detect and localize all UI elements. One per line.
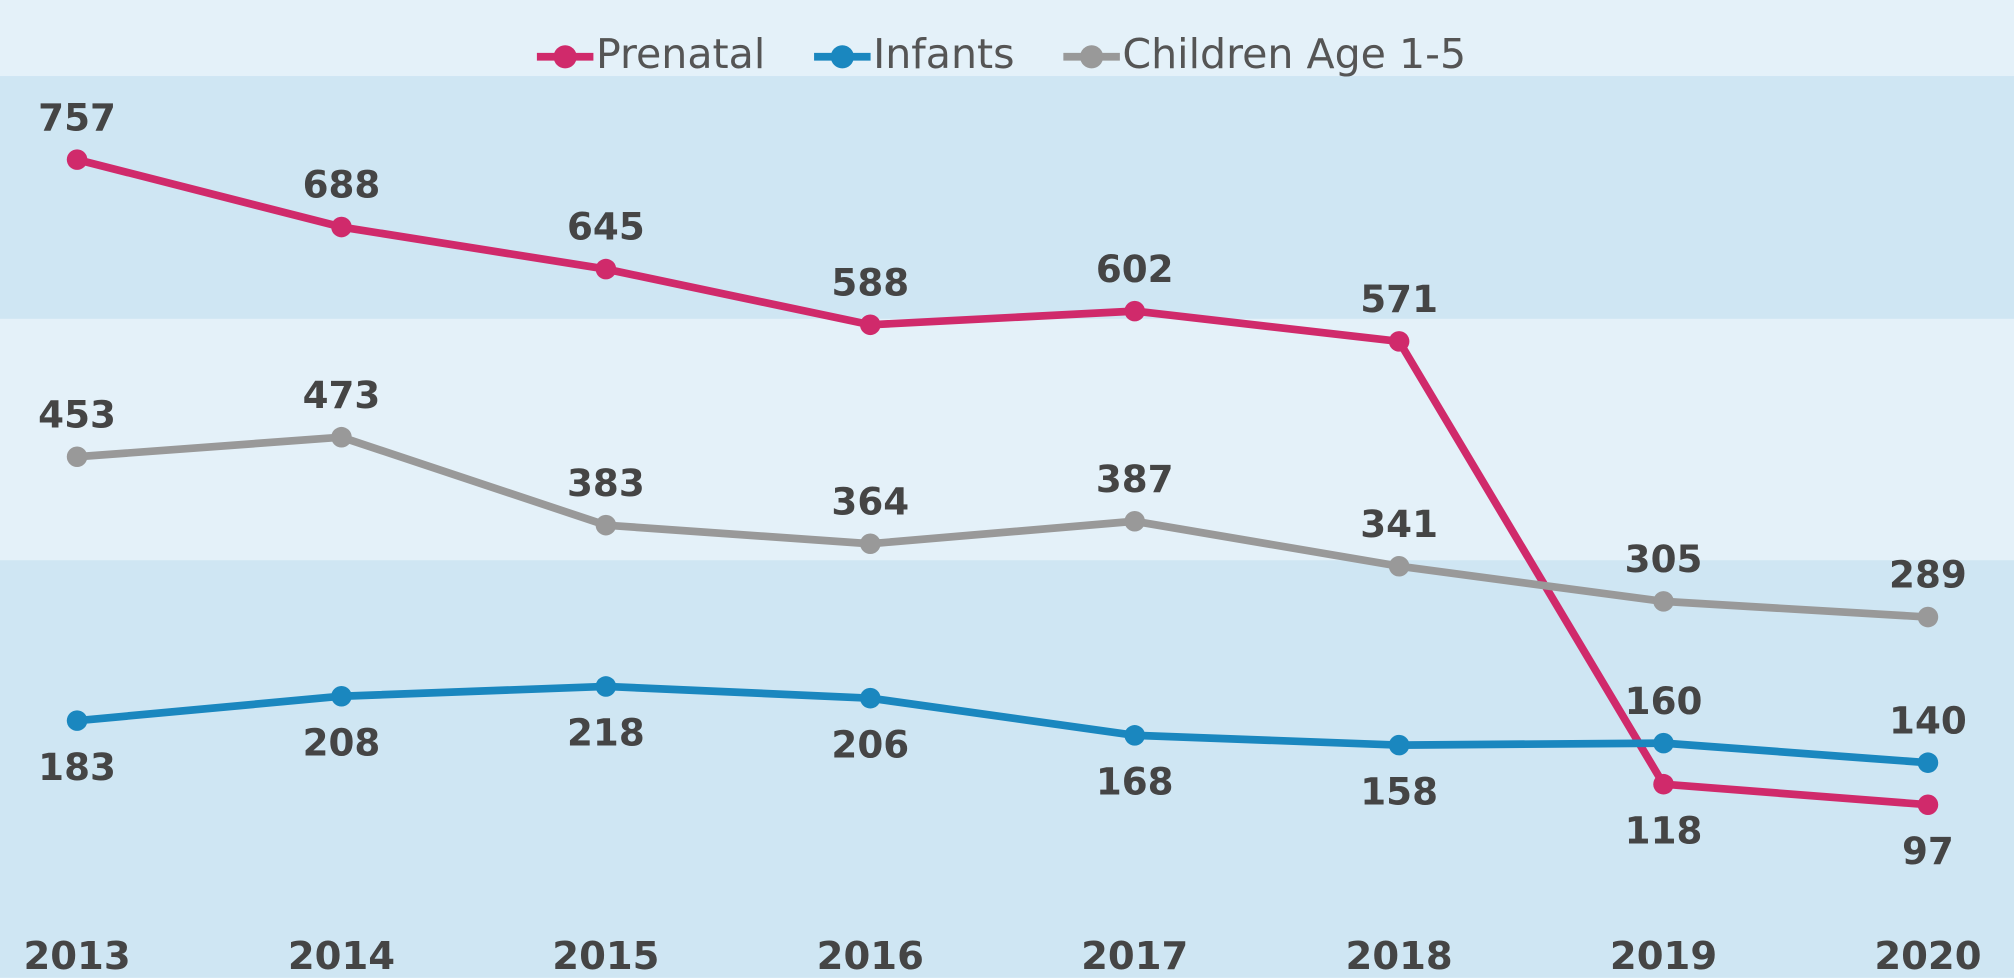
data-point xyxy=(1653,732,1674,754)
x-tick-label: 2018 xyxy=(1346,934,1453,978)
data-point xyxy=(331,426,352,448)
data-label: 341 xyxy=(1360,502,1438,546)
series-line xyxy=(76,155,1929,809)
data-label: 305 xyxy=(1625,537,1703,581)
background-band xyxy=(0,76,2014,319)
data-label: 206 xyxy=(831,722,909,766)
data-label: 688 xyxy=(303,163,381,207)
x-tick-label: 2013 xyxy=(23,934,130,978)
data-label: 140 xyxy=(1889,698,1967,742)
data-point xyxy=(1388,555,1410,577)
series-line xyxy=(76,433,1929,621)
background-band xyxy=(0,560,2014,978)
data-point xyxy=(66,149,88,170)
data-label: 168 xyxy=(1096,760,1174,804)
data-point xyxy=(1124,300,1145,322)
data-point xyxy=(1388,331,1410,352)
data-label: 453 xyxy=(38,392,116,436)
legend-label: Prenatal xyxy=(596,30,765,78)
data-label: 364 xyxy=(831,479,909,523)
data-point xyxy=(1917,752,1939,773)
data-point xyxy=(860,687,881,709)
data-label: 118 xyxy=(1625,809,1703,853)
series-line xyxy=(76,682,1929,767)
x-tick-label: 2020 xyxy=(1874,934,1981,978)
data-point xyxy=(331,216,352,238)
data-point xyxy=(1917,606,1939,628)
data-point xyxy=(1653,773,1674,795)
data-label: 602 xyxy=(1096,247,1174,291)
data-point xyxy=(1653,591,1674,612)
data-point xyxy=(1124,725,1145,746)
data-label: 218 xyxy=(567,711,645,755)
x-tick-label: 2014 xyxy=(288,934,395,978)
data-label: 183 xyxy=(38,745,116,789)
data-point xyxy=(595,514,617,536)
data-label: 588 xyxy=(831,260,909,304)
data-label: 289 xyxy=(1889,553,1967,597)
data-point xyxy=(595,676,617,697)
data-label: 387 xyxy=(1096,457,1174,501)
legend-label: Children Age 1-5 xyxy=(1122,30,1466,78)
data-label: 160 xyxy=(1625,679,1703,723)
data-label: 383 xyxy=(567,461,645,505)
data-label: 97 xyxy=(1902,829,1954,873)
data-point xyxy=(66,710,88,731)
data-point xyxy=(331,685,352,707)
data-point xyxy=(595,258,617,280)
data-label: 645 xyxy=(567,205,645,249)
data-label: 757 xyxy=(38,95,116,139)
data-point xyxy=(66,446,88,468)
legend-label: Infants xyxy=(873,30,1014,78)
data-label: 473 xyxy=(303,373,381,417)
plot-area: Prenatal Infants Children Age 1-5 2013 2014 2… xyxy=(23,30,1981,978)
legend-marker xyxy=(830,45,854,69)
data-label: 571 xyxy=(1360,277,1438,321)
data-point xyxy=(860,533,881,555)
data-label: 158 xyxy=(1360,769,1438,813)
data-point xyxy=(1124,510,1145,532)
x-tick-label: 2017 xyxy=(1081,934,1188,978)
legend-marker xyxy=(553,45,577,69)
legend-marker xyxy=(1080,45,1104,69)
data-point xyxy=(860,314,881,336)
data-label: 208 xyxy=(303,721,381,765)
data-point xyxy=(1917,794,1939,815)
x-tick-label: 2019 xyxy=(1610,934,1717,978)
data-point xyxy=(1388,734,1410,756)
x-tick-label: 2015 xyxy=(552,934,659,978)
x-tick-label: 2016 xyxy=(817,934,924,978)
